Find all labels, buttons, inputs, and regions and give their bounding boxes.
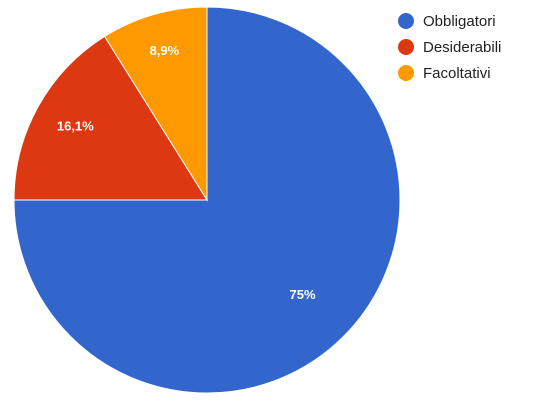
pie-slices (13, 6, 401, 394)
legend-swatch-desiderabili (398, 39, 414, 55)
legend-swatch-facoltativi (398, 65, 414, 81)
pie-slice-facoltativi[interactable] (103, 6, 208, 202)
legend-item-desiderabili[interactable]: Desiderabili (398, 34, 528, 60)
pie-value-label-facoltativi: 8,9% (150, 43, 180, 58)
legend-label-obbligatori: Obbligatori (423, 12, 496, 30)
pie-value-labels: 75% 16,1% 8,9% (57, 43, 316, 302)
pie-slice-obbligatori[interactable] (13, 6, 401, 394)
legend-label-facoltativi: Facoltativi (423, 64, 491, 82)
legend-swatch-obbligatori (398, 13, 414, 29)
legend-item-facoltativi[interactable]: Facoltativi (398, 60, 528, 86)
legend-item-obbligatori[interactable]: Obbligatori (398, 8, 528, 34)
chart-legend: Obbligatori Desiderabili Facoltativi (398, 8, 528, 86)
pie-value-label-desiderabili: 16,1% (57, 118, 94, 133)
pie-slice-desiderabili[interactable] (13, 35, 208, 201)
pie-value-label-obbligatori: 75% (290, 287, 316, 302)
legend-label-desiderabili: Desiderabili (423, 38, 502, 56)
